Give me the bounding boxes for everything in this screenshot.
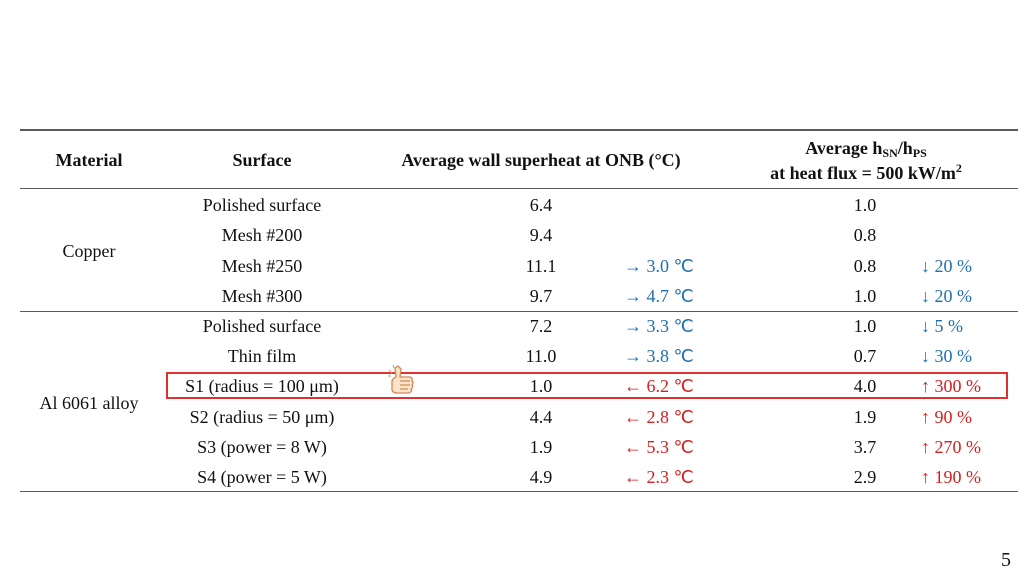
header-ratio-sub-ps: PS — [912, 146, 927, 160]
header-ratio-sup: 2 — [955, 161, 962, 175]
highlight-box — [166, 372, 1008, 399]
cell-superheat: 11.1 — [525, 256, 557, 276]
material-copper: Copper — [62, 241, 116, 261]
cell-ratio: 3.7 — [853, 437, 877, 457]
table-top-rule — [20, 129, 1018, 131]
cell-superheat: 1.9 — [529, 437, 553, 457]
cell-change: ↑ 270 % — [921, 437, 981, 457]
header-superheat: Average wall superheat at ONB (°C) — [401, 150, 681, 170]
cell-delta-t: ← 2.3 ℃ — [624, 467, 694, 487]
cell-superheat: 9.7 — [529, 286, 553, 306]
cell-change: ↓ 30 % — [921, 346, 972, 366]
cell-ratio: 1.9 — [853, 407, 877, 427]
cell-superheat: 6.4 — [529, 195, 553, 215]
cell-surface: S1 (radius = 100 μm) — [185, 376, 339, 396]
cell-change: ↑ 190 % — [921, 467, 981, 487]
cell-superheat: 7.2 — [529, 316, 553, 336]
table-group-rule — [20, 311, 1018, 312]
cell-superheat: 1.0 — [529, 376, 553, 396]
thumbs-up-icon — [386, 364, 418, 398]
cell-ratio: 1.0 — [853, 286, 877, 306]
cell-delta-t: → 3.0 ℃ — [624, 256, 694, 276]
cell-change: ↓ 20 % — [921, 256, 972, 276]
cell-superheat: 9.4 — [529, 225, 553, 245]
cell-superheat: 11.0 — [525, 346, 557, 366]
cell-change: ↑ 300 % — [921, 376, 981, 396]
cell-delta-t: → 3.3 ℃ — [624, 316, 694, 336]
cell-surface: Thin film — [227, 346, 297, 366]
cell-ratio: 1.0 — [853, 316, 877, 336]
header-ratio-slash: /h — [897, 138, 913, 158]
cell-ratio: 1.0 — [853, 195, 877, 215]
cell-delta-t: ← 2.8 ℃ — [624, 407, 694, 427]
table-header-rule — [20, 188, 1018, 189]
cell-surface: S2 (radius = 50 μm) — [189, 407, 335, 427]
header-ratio-sub-sn: SN — [882, 146, 898, 160]
cell-delta-t: → 3.8 ℃ — [624, 346, 694, 366]
header-surface: Surface — [232, 150, 292, 170]
cell-delta-t: ← 6.2 ℃ — [624, 376, 694, 396]
cell-ratio: 0.8 — [853, 225, 877, 245]
header-ratio-prefix: Average h — [805, 138, 883, 158]
cell-ratio: 4.0 — [853, 376, 877, 396]
cell-ratio: 0.7 — [853, 346, 877, 366]
cell-change: ↓ 5 % — [921, 316, 963, 336]
cell-surface: Mesh #250 — [221, 256, 303, 276]
cell-delta-t: → 4.7 ℃ — [624, 286, 694, 306]
page-number: 5 — [1001, 549, 1011, 571]
header-ratio-heatflux: at heat flux = 500 kW/m — [770, 163, 956, 183]
header-ratio-line2: at heat flux = 500 kW/m2 — [770, 161, 962, 184]
cell-surface: Polished surface — [202, 316, 322, 336]
cell-surface: Mesh #200 — [221, 225, 303, 245]
cell-superheat: 4.4 — [529, 407, 553, 427]
table-bottom-rule — [20, 491, 1018, 492]
cell-change: ↑ 90 % — [921, 407, 972, 427]
cell-surface: Polished surface — [202, 195, 322, 215]
header-ratio-line1: Average hSN/hPS — [805, 138, 927, 161]
material-al-alloy: Al 6061 alloy — [39, 393, 139, 413]
cell-surface: S3 (power = 8 W) — [197, 437, 327, 457]
cell-surface: Mesh #300 — [221, 286, 303, 306]
cell-superheat: 4.9 — [529, 467, 553, 487]
cell-delta-t: ← 5.3 ℃ — [624, 437, 694, 457]
header-material: Material — [55, 150, 123, 170]
cell-ratio: 0.8 — [853, 256, 877, 276]
cell-surface: S4 (power = 5 W) — [197, 467, 327, 487]
cell-change: ↓ 20 % — [921, 286, 972, 306]
cell-ratio: 2.9 — [853, 467, 877, 487]
